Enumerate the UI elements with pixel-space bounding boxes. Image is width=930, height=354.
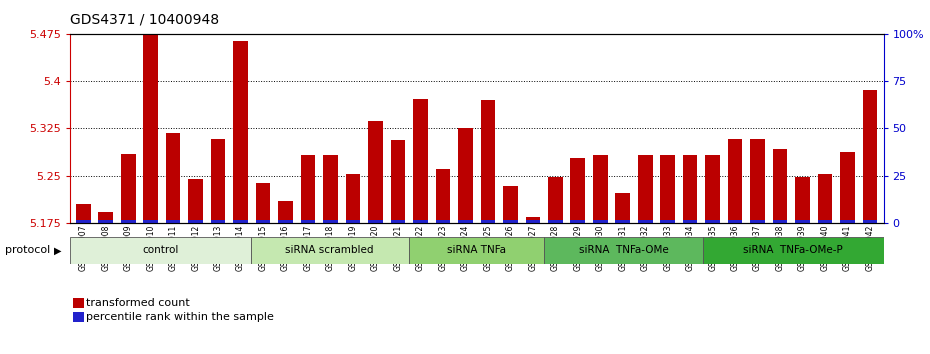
Bar <box>817 175 832 223</box>
Bar <box>548 219 563 223</box>
Bar <box>121 219 136 223</box>
Bar <box>435 169 450 223</box>
Bar <box>840 219 855 223</box>
Bar <box>391 140 405 223</box>
Bar <box>544 237 703 264</box>
Bar <box>863 219 877 223</box>
Bar <box>346 219 360 223</box>
Bar <box>638 155 653 223</box>
Bar <box>683 219 698 223</box>
Bar <box>391 219 405 223</box>
Bar <box>481 219 495 223</box>
Text: siRNA  TNFa-OMe: siRNA TNFa-OMe <box>578 245 669 256</box>
Text: protocol: protocol <box>5 245 50 256</box>
Bar <box>166 133 180 223</box>
Bar <box>660 219 675 223</box>
Bar <box>616 193 630 223</box>
Text: ▶: ▶ <box>54 245 61 256</box>
Bar <box>256 219 271 223</box>
Bar <box>189 179 203 223</box>
Bar <box>593 155 607 223</box>
Bar <box>76 219 90 223</box>
Bar <box>233 41 248 223</box>
Bar <box>840 152 855 223</box>
Bar <box>368 219 383 223</box>
Bar <box>817 219 832 223</box>
Bar <box>751 219 764 223</box>
Text: transformed count: transformed count <box>86 298 191 308</box>
Bar <box>278 201 293 223</box>
Bar <box>346 175 360 223</box>
Bar <box>413 219 428 223</box>
Bar <box>435 219 450 223</box>
Bar <box>300 155 315 223</box>
Bar <box>773 219 788 223</box>
Bar <box>728 139 742 223</box>
Bar <box>638 219 653 223</box>
Bar <box>143 34 158 223</box>
Bar <box>705 219 720 223</box>
Bar <box>773 149 788 223</box>
Bar <box>99 219 113 223</box>
Bar <box>324 155 338 223</box>
Bar <box>683 155 698 223</box>
Bar <box>751 139 764 223</box>
Bar <box>458 129 472 223</box>
Bar <box>863 91 877 223</box>
Text: GDS4371 / 10400948: GDS4371 / 10400948 <box>70 12 219 27</box>
Bar <box>324 219 338 223</box>
Bar <box>570 158 585 223</box>
Bar <box>525 219 540 223</box>
Bar <box>413 99 428 223</box>
Bar <box>300 219 315 223</box>
Bar <box>616 219 630 223</box>
Bar <box>76 204 90 223</box>
Bar <box>570 219 585 223</box>
Bar <box>166 219 180 223</box>
Bar <box>189 219 203 223</box>
Text: siRNA  TNFa-OMe-P: siRNA TNFa-OMe-P <box>743 245 843 256</box>
Bar <box>503 187 518 223</box>
Bar <box>121 154 136 223</box>
Text: control: control <box>142 245 179 256</box>
Text: siRNA scrambled: siRNA scrambled <box>286 245 374 256</box>
Bar <box>728 219 742 223</box>
Bar <box>70 237 250 264</box>
Bar <box>368 121 383 223</box>
Bar <box>548 177 563 223</box>
Bar <box>211 139 225 223</box>
Bar <box>256 183 271 223</box>
Bar <box>795 219 810 223</box>
Text: siRNA TNFa: siRNA TNFa <box>447 245 506 256</box>
Bar <box>703 237 884 264</box>
Bar <box>458 219 472 223</box>
Bar <box>409 237 544 264</box>
Bar <box>503 219 518 223</box>
Bar <box>481 100 495 223</box>
Bar <box>795 177 810 223</box>
Bar <box>250 237 409 264</box>
Bar <box>99 212 113 223</box>
Bar <box>705 155 720 223</box>
Bar <box>233 219 248 223</box>
Bar <box>593 219 607 223</box>
Bar <box>143 219 158 223</box>
Bar <box>525 217 540 223</box>
Bar <box>278 219 293 223</box>
Text: percentile rank within the sample: percentile rank within the sample <box>86 312 274 322</box>
Bar <box>660 155 675 223</box>
Bar <box>211 219 225 223</box>
